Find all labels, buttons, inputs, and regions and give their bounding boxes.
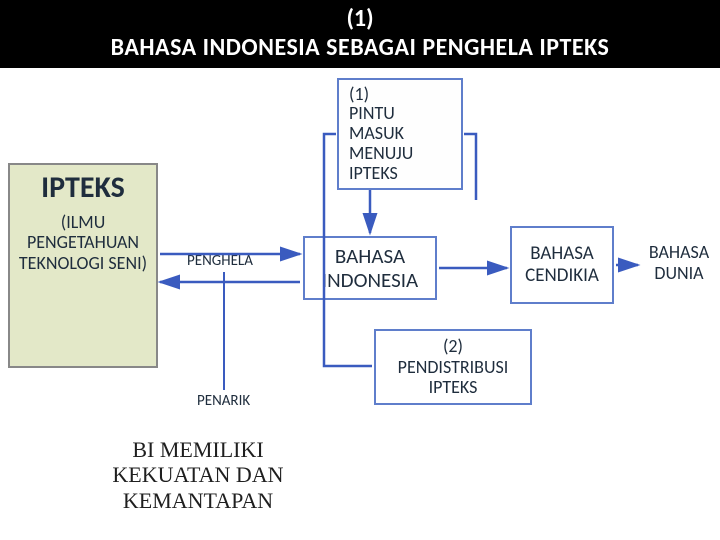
label-penghela: PENGHELA bbox=[187, 252, 253, 270]
ipteks-sub: (ILMU PENGETAHUAN TEKNOLOGI SENI) bbox=[14, 212, 152, 274]
bahasa-indo-text: BAHASA INDONESIA bbox=[305, 244, 435, 292]
label-penarik: PENARIK bbox=[197, 392, 250, 410]
node-bahasa-dunia: BAHASA DUNIA bbox=[640, 232, 718, 294]
distrib-text: (2) PENDISTRIBUSI IPTEKS bbox=[376, 336, 530, 398]
title-bar: (1) BAHASA INDONESIA SEBAGAI PENGHELA IP… bbox=[0, 0, 720, 68]
title-text: BAHASA INDONESIA SEBAGAI PENGHELA IPTEKS bbox=[0, 33, 720, 62]
node-ipteks: IPTEKS (ILMU PENGETAHUAN TEKNOLOGI SENI) bbox=[8, 163, 158, 368]
title-number: (1) bbox=[0, 4, 720, 33]
bottom-caption: BI MEMILIKI KEKUATAN DAN KEMANTAPAN bbox=[78, 437, 318, 513]
node-pendistribusi: (2) PENDISTRIBUSI IPTEKS bbox=[374, 329, 532, 405]
dunia-text: BAHASA DUNIA bbox=[640, 242, 718, 283]
cendikia-text: BAHASA CENDIKIA bbox=[512, 243, 612, 287]
node-bahasa-cendikia: BAHASA CENDIKIA bbox=[510, 226, 614, 304]
node-pintu: (1) PINTU MASUK MENUJU IPTEKS bbox=[337, 78, 463, 190]
pintu-text: (1) PINTU MASUK MENUJU IPTEKS bbox=[349, 85, 461, 184]
node-bahasa-indonesia: BAHASA INDONESIA bbox=[303, 236, 437, 300]
ipteks-heading: IPTEKS bbox=[14, 171, 152, 206]
